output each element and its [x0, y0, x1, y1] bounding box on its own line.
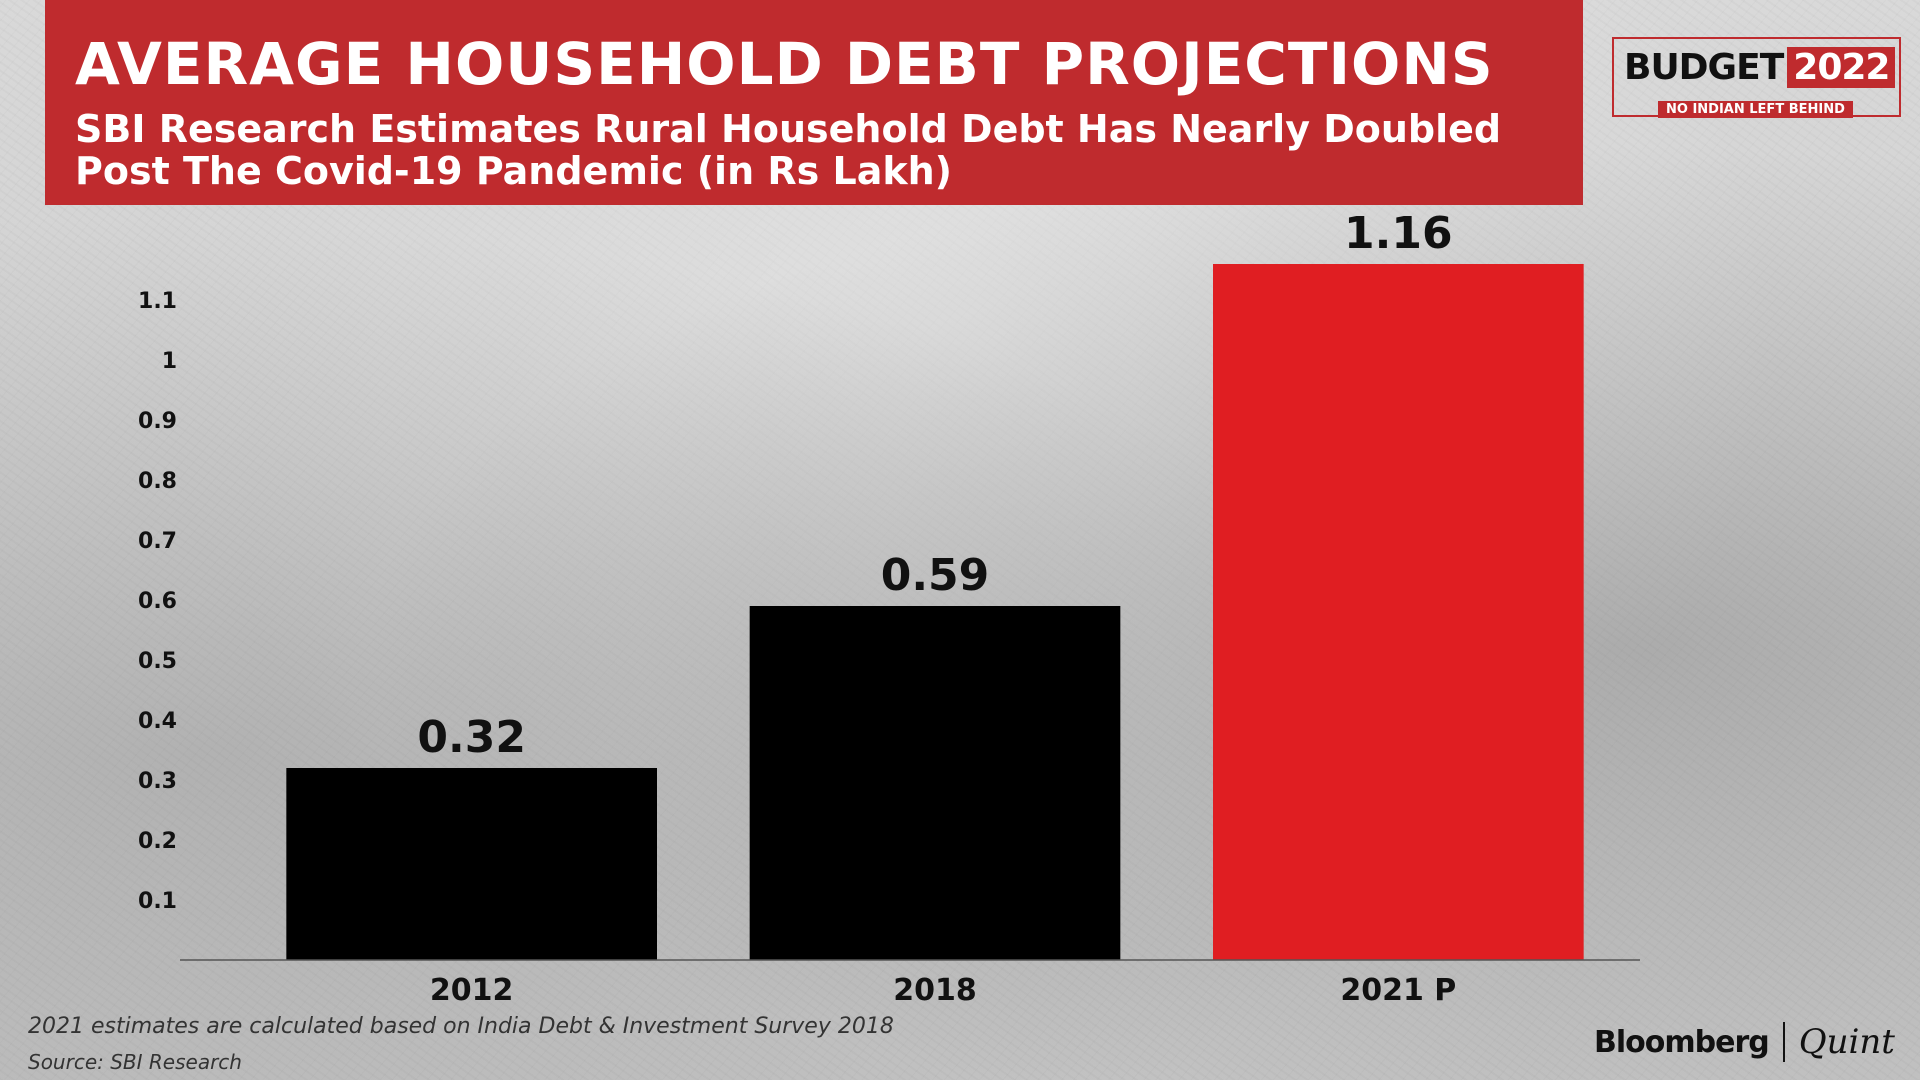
data-labels-group: 0.32 0.59 1.16 — [417, 208, 1452, 763]
brand-quint: Quint — [1798, 1022, 1895, 1062]
y-tick-label: 1 — [162, 349, 177, 374]
y-tick-label: 0.1 — [138, 889, 177, 914]
data-label: 0.59 — [881, 550, 990, 601]
x-axis-ticks: 2012 2018 2021 P — [430, 973, 1456, 1008]
y-tick-label: 0.4 — [138, 709, 177, 734]
chart-subtitle: SBI Research Estimates Rural Household D… — [75, 107, 1502, 193]
budget-logo-tagline: NO INDIAN LEFT BEHIND — [1658, 101, 1853, 118]
x-tick-label: 2018 — [893, 973, 977, 1008]
y-axis-ticks: 0.1 0.2 0.3 0.4 0.5 0.6 0.7 0.8 0.9 1 1.1 — [138, 289, 177, 914]
y-tick-label: 0.7 — [138, 529, 177, 554]
budget-logo-text: BUDGET 2022 — [1624, 47, 1896, 88]
y-tick-label: 0.3 — [138, 769, 177, 794]
budget-logo-word: BUDGET — [1624, 47, 1784, 88]
y-tick-label: 0.9 — [138, 409, 177, 434]
brand-divider — [1782, 1022, 1785, 1062]
chart-title: AVERAGE HOUSEHOLD DEBT PROJECTIONS — [75, 30, 1494, 98]
y-tick-label: 0.6 — [138, 589, 177, 614]
y-tick-label: 0.2 — [138, 829, 177, 854]
bar — [749, 606, 1121, 960]
data-label: 0.32 — [417, 712, 526, 763]
title-banner: AVERAGE HOUSEHOLD DEBT PROJECTIONS SBI R… — [45, 0, 1583, 205]
x-tick-label: 2012 — [430, 973, 514, 1008]
source-note: Source: SBI Research — [28, 1050, 242, 1074]
y-tick-label: 0.8 — [138, 469, 177, 494]
y-tick-label: 1.1 — [138, 289, 177, 314]
budget-logo-year: 2022 — [1787, 47, 1896, 88]
footnote: 2021 estimates are calculated based on I… — [28, 1014, 894, 1039]
brand-logo: Bloomberg Quint — [1594, 1022, 1895, 1062]
bar — [1213, 264, 1584, 960]
data-label: 1.16 — [1344, 208, 1453, 259]
x-tick-label: 2021 P — [1340, 973, 1456, 1008]
y-tick-label: 0.5 — [138, 649, 177, 674]
budget-logo: BUDGET 2022 NO INDIAN LEFT BEHIND — [1612, 37, 1901, 118]
bar — [286, 768, 657, 960]
bars-group — [286, 264, 1584, 960]
brand-bloomberg: Bloomberg — [1594, 1024, 1770, 1060]
